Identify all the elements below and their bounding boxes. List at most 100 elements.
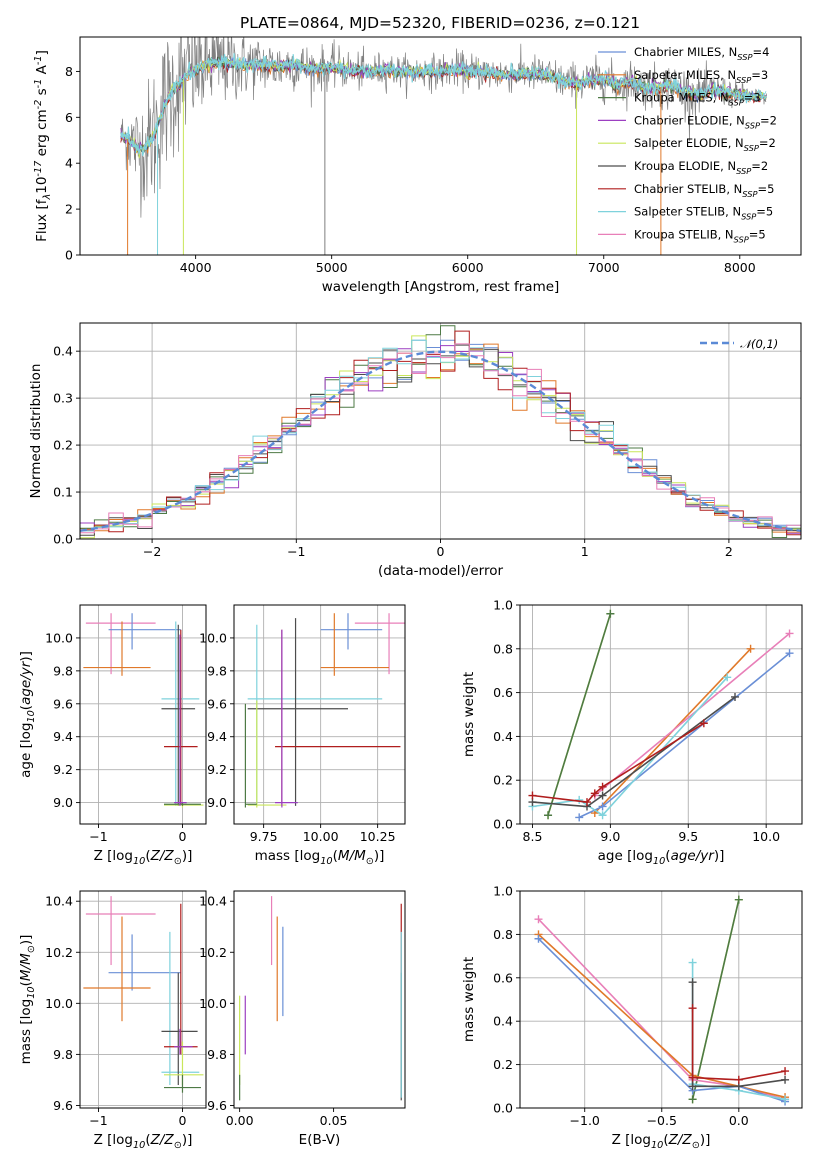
y-tick-label: 10.0 [199, 630, 227, 645]
errorbar-point [247, 700, 287, 808]
x-axis-label: mass [log10(M/M⊙)] [255, 848, 385, 867]
y-tick-label: 9.6 [53, 696, 73, 711]
errorbar-point [275, 629, 298, 808]
x-tick-label: 0 [179, 1113, 187, 1128]
y-tick-label: 10.0 [45, 996, 73, 1011]
series-marker [688, 1004, 697, 1013]
errorbar-point [83, 621, 151, 676]
legend-label: Kroupa MILES, NSSP=3 [634, 91, 761, 108]
x-tick-label: 9.0 [600, 829, 620, 844]
x-tick-label: 10.0 [752, 829, 780, 844]
x-tick-label: 6000 [452, 260, 484, 275]
x-tick-label: −1 [89, 829, 107, 844]
series-lines [528, 609, 794, 822]
plot-frame [79, 36, 802, 256]
y-tick-label: 10.2 [45, 945, 73, 960]
y-tick-label: 9.4 [53, 729, 73, 744]
series-marker [746, 644, 755, 653]
series-line [537, 938, 786, 1103]
x-axis-label: wavelength [Angstrom, rest frame] [322, 279, 560, 295]
plot-frame [519, 890, 803, 1109]
legend-label: Chabrier STELIB, NSSP=5 [634, 182, 774, 199]
legend-label: 𝒩(0,1) [740, 337, 778, 351]
x-axis-label: Z [log10(Z/Z⊙)] [612, 1132, 711, 1151]
legend: Chabrier MILES, NSSP=4 Salpeter MILES, NS… [598, 45, 777, 244]
y-tick-label: 9.0 [207, 795, 227, 810]
y-tick-label: 4 [65, 156, 73, 171]
chart-title: PLATE=0864, MJD=52320, FIBERID=0236, z=0… [240, 14, 640, 32]
y-tick-label: 9.6 [207, 1098, 227, 1113]
y-tick-label: 0 [65, 248, 73, 263]
gaussian-curve [80, 350, 801, 532]
y-tick-label: 0.4 [493, 729, 513, 744]
series-4 [575, 649, 794, 822]
y-axis-label: mass weight [461, 957, 477, 1042]
x-tick-label: −1 [287, 544, 305, 559]
errorbar-point [275, 629, 401, 806]
series-6 [528, 692, 740, 811]
x-tick-label: 8000 [724, 260, 756, 275]
y-tick-label: 0.6 [493, 685, 513, 700]
series-marker [699, 719, 708, 728]
x-tick-label: −2 [143, 544, 161, 559]
y-tick-label: 9.8 [53, 663, 73, 678]
y-tick-label: 0.0 [53, 532, 73, 547]
series-marker [544, 811, 553, 820]
x-tick-label: 8.5 [523, 829, 543, 844]
legend-label: Chabrier ELODIE, NSSP=2 [634, 113, 777, 130]
series-marker [598, 791, 607, 800]
spectrum-lines [120, 37, 768, 255]
model-spectrum-kroupa-stelib [120, 53, 767, 156]
plot-frame [79, 322, 802, 540]
series-1 [544, 609, 615, 820]
series-marker [528, 791, 537, 800]
series-marker [598, 782, 607, 791]
x-tick-label: 0.05 [320, 1113, 348, 1128]
series-marker [606, 609, 615, 618]
y-tick-label: 0.8 [493, 641, 513, 656]
x-axis-label: (data-model)/error [378, 563, 504, 579]
chart-spectrum: 4000 5000 6000 7000 8000 0 2 4 6 8 wavelength [Ang… [33, 14, 802, 295]
errorbar-point [161, 931, 200, 1086]
y-axis-label: mass weight [461, 672, 477, 757]
histograms [80, 325, 801, 539]
series-line [537, 918, 786, 1101]
x-tick-label: 0.0 [729, 1113, 749, 1128]
x-tick-label: −1 [89, 1113, 107, 1128]
errorbar-point [85, 613, 156, 675]
errorbar-point [244, 703, 257, 808]
x-axis-label: age [log10(age/yr)] [598, 848, 725, 867]
plot-frame [233, 890, 406, 1109]
chart-mass_vs_Z: −1 0 9.6 9.8 10.0 10.2 10.4 Z [log10(Z/Z⊙)] mass… [18, 890, 207, 1151]
y-tick-label: 9.6 [53, 1098, 73, 1113]
legend-label: Salpeter MILES, NSSP=3 [634, 68, 768, 85]
series-line [537, 933, 786, 1098]
y-tick-label: 0.4 [493, 1014, 513, 1029]
series-line [532, 696, 736, 808]
legend-label: Salpeter STELIB, NSSP=5 [634, 205, 773, 222]
y-tick-label: 9.2 [53, 762, 73, 777]
x-tick-label: 0.00 [226, 1113, 254, 1128]
series-marker [575, 795, 584, 804]
series-marker [734, 895, 743, 904]
errorbar-point [164, 802, 204, 808]
series-marker [723, 673, 732, 682]
errorbar-point [320, 613, 383, 650]
errorbar-point [354, 613, 405, 675]
y-tick-label: 9.4 [207, 729, 227, 744]
y-tick-label: 6 [65, 110, 73, 125]
y-tick-label: 10.2 [199, 945, 227, 960]
errorbar-point [164, 629, 198, 805]
y-tick-label: 1.0 [493, 884, 513, 899]
x-tick-label: 4000 [180, 260, 212, 275]
series-lines [534, 895, 790, 1106]
series-marker [575, 813, 584, 822]
chart-mass_weight_vs_age: 8.5 9.0 9.5 10.0 0.0 0.2 0.4 0.6 0.8 1.0 age [log1… [461, 598, 803, 867]
series-7 [688, 1004, 790, 1084]
series-marker [781, 1075, 790, 1084]
series-marker [590, 789, 599, 798]
series-line [547, 613, 612, 816]
x-tick-label: 0 [179, 829, 187, 844]
series-marker [688, 1073, 697, 1082]
y-axis-label: mass [log10(M/M⊙)] [18, 935, 37, 1065]
